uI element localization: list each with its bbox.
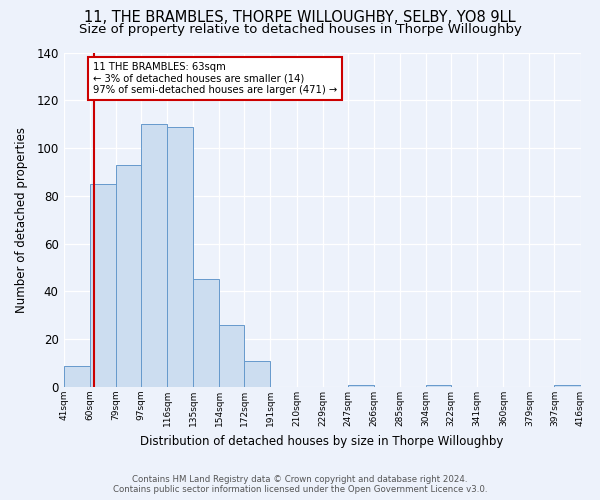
Bar	[193, 280, 220, 387]
X-axis label: Distribution of detached houses by size in Thorpe Willoughby: Distribution of detached houses by size …	[140, 434, 504, 448]
Bar	[220, 325, 244, 387]
Y-axis label: Number of detached properties: Number of detached properties	[15, 127, 28, 313]
Text: 11 THE BRAMBLES: 63sqm
← 3% of detached houses are smaller (14)
97% of semi-deta: 11 THE BRAMBLES: 63sqm ← 3% of detached …	[92, 62, 337, 96]
Bar	[90, 184, 116, 387]
Bar	[244, 360, 271, 387]
Text: Contains public sector information licensed under the Open Government Licence v3: Contains public sector information licen…	[113, 485, 487, 494]
Bar	[141, 124, 167, 387]
Bar	[116, 165, 141, 387]
Text: 11, THE BRAMBLES, THORPE WILLOUGHBY, SELBY, YO8 9LL: 11, THE BRAMBLES, THORPE WILLOUGHBY, SEL…	[84, 10, 516, 25]
Bar	[64, 366, 90, 387]
Text: Size of property relative to detached houses in Thorpe Willoughby: Size of property relative to detached ho…	[79, 22, 521, 36]
Bar	[426, 384, 451, 387]
Bar	[554, 384, 581, 387]
Bar	[167, 126, 193, 387]
Text: Contains HM Land Registry data © Crown copyright and database right 2024.: Contains HM Land Registry data © Crown c…	[132, 475, 468, 484]
Bar	[347, 384, 374, 387]
